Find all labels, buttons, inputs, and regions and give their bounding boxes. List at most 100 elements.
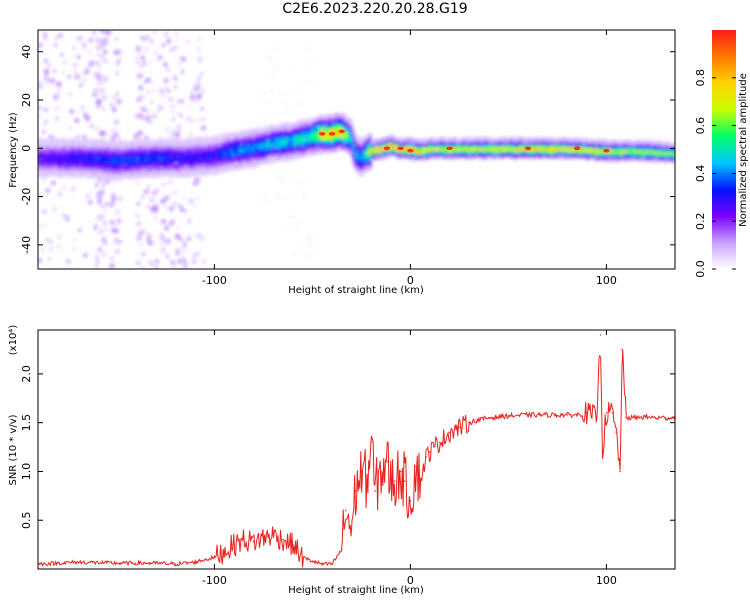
- ridge-cell: [579, 153, 583, 158]
- ridge-cell: [649, 158, 653, 163]
- ridge-cell: [246, 144, 250, 149]
- ridge-cell: [204, 153, 208, 158]
- noise-cell: [195, 99, 200, 104]
- ridge-cell: [326, 125, 330, 130]
- ridge-cell: [392, 140, 396, 145]
- ridge-cell: [196, 171, 200, 176]
- ridge-cell: [571, 153, 575, 158]
- ridge-cell: [362, 140, 366, 145]
- ridge-cell: [587, 153, 590, 158]
- ridge-cell: [83, 169, 87, 174]
- noise-cell: [136, 73, 143, 80]
- ridge-cell: [387, 153, 391, 158]
- noise-cell: [118, 239, 123, 245]
- ridge-cell: [599, 140, 603, 145]
- ridge-cell: [293, 139, 297, 144]
- ridge-cell: [318, 144, 322, 149]
- ridge-cell: [190, 172, 194, 177]
- ridge-cell: [202, 142, 206, 147]
- ridge-cell: [191, 138, 195, 143]
- ridge-cell: [475, 136, 479, 141]
- ridge-cell: [325, 130, 329, 135]
- ridge-cell: [177, 151, 181, 156]
- ridge-cell: [179, 162, 183, 167]
- ridge-cell: [659, 148, 662, 153]
- ridge-cell: [660, 143, 664, 148]
- ridge-cell: [529, 152, 532, 157]
- ridge-cell: [268, 146, 272, 151]
- ridge-cell: [52, 149, 56, 154]
- noise-cell: [193, 176, 200, 183]
- ridge-cell: [107, 151, 111, 156]
- ridge-cell: [510, 148, 514, 153]
- ridge-cell: [538, 140, 542, 145]
- ridge-cell: [52, 162, 56, 167]
- ridge-cell: [168, 148, 172, 153]
- ridge-cell: [402, 143, 405, 148]
- ridge-cell: [206, 156, 209, 161]
- ridge-cell: [540, 138, 543, 143]
- ridge-cell: [322, 148, 325, 153]
- ridge-cell: [245, 146, 249, 151]
- ridge-cell: [434, 139, 438, 144]
- noise-cell: [152, 89, 156, 93]
- ridge-cell: [218, 143, 222, 148]
- ridge-cell: [260, 144, 264, 149]
- ridge-cell: [471, 146, 474, 151]
- ridge-cell: [645, 150, 648, 155]
- ridge-cell: [361, 145, 365, 150]
- ridge-cell: [292, 155, 296, 160]
- noise-cell: [176, 61, 182, 67]
- ridge-cell: [455, 150, 459, 155]
- ridge-cell: [127, 142, 131, 147]
- ridge-cell: [445, 143, 449, 148]
- ridge-cell: [514, 147, 518, 152]
- ridge-cell: [86, 154, 90, 159]
- ridge-cell: [529, 147, 532, 152]
- noise-cell: [109, 220, 115, 226]
- ridge-cell: [50, 159, 54, 164]
- noise-cell: [150, 262, 155, 267]
- page-title: C2E6.2023.220.20.28.G19: [282, 1, 468, 17]
- ridge-cell: [513, 138, 517, 143]
- ridge-cell: [314, 137, 318, 142]
- ridge-cell: [449, 152, 452, 157]
- ridge-cell: [287, 141, 291, 146]
- noise-cell: [98, 80, 101, 84]
- ridge-cell: [627, 147, 631, 152]
- ridge-cell: [630, 154, 634, 159]
- ridge-cell: [174, 164, 178, 169]
- ridge-cell: [282, 141, 286, 146]
- ridge-cell: [55, 168, 59, 173]
- ridge-cell: [39, 138, 43, 143]
- ridge-cell: [290, 122, 294, 127]
- noise-cell: [117, 218, 122, 224]
- ridge-cell: [626, 153, 630, 158]
- ridge-cell: [284, 137, 288, 142]
- ridge-cell: [182, 142, 186, 147]
- ridge-cell: [86, 164, 90, 169]
- ridge-cell: [475, 142, 479, 147]
- ridge-cell: [463, 152, 466, 157]
- ridge-cell: [163, 166, 167, 171]
- ridge-cell: [503, 138, 507, 143]
- ridge-cell: [160, 162, 164, 167]
- ridge-cell: [246, 151, 250, 156]
- ridge-cell: [85, 166, 89, 171]
- ridge-cell: [238, 131, 242, 136]
- ridge-cell: [367, 146, 371, 151]
- noise-cell: [43, 119, 49, 125]
- ridge-cell: [80, 163, 84, 168]
- ridge-cell: [284, 146, 288, 151]
- ridge-cell: [604, 144, 608, 149]
- ridge-cell: [361, 156, 365, 161]
- noise-cell: [186, 236, 192, 241]
- noise-cell: [95, 45, 101, 51]
- noise-cell: [110, 193, 117, 199]
- ridge-cell: [223, 141, 227, 146]
- ridge-cell: [224, 161, 228, 166]
- ridge-cell: [623, 157, 626, 162]
- ridge-cell: [544, 140, 548, 145]
- ridge-cell: [271, 153, 275, 158]
- ridge-cell: [588, 139, 592, 144]
